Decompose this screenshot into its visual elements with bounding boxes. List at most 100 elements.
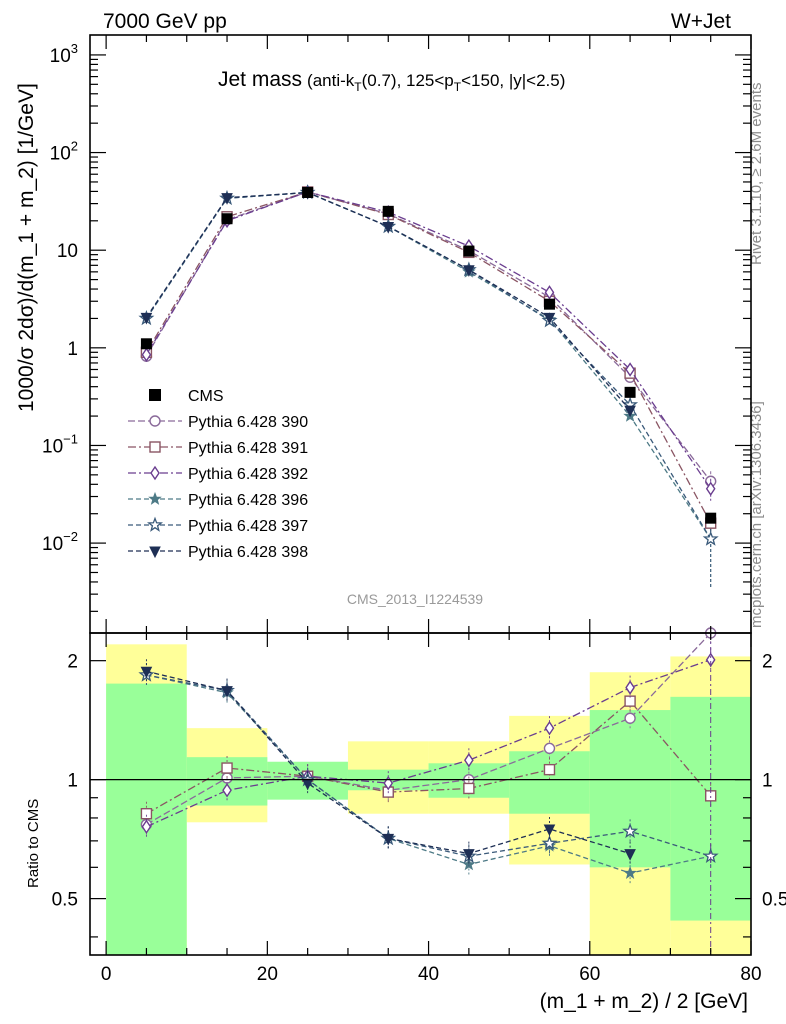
series-marker-4-7 (702, 530, 719, 546)
legend-marker-0 (149, 415, 161, 427)
y-tick-base: 10 (42, 534, 63, 555)
series-line-3 (145, 191, 712, 540)
ratio-uncertainty-bands (106, 644, 751, 955)
rivet-label: Rivet 3.1.10, ≥ 2.6M events (748, 83, 765, 266)
ratio-frame (89, 632, 752, 956)
legend-marker-2 (150, 465, 160, 481)
series-marker-2-7 (705, 481, 716, 497)
series-marker-2-0 (141, 347, 152, 362)
cms-point-5 (543, 298, 555, 310)
legend-marker-4 (147, 516, 163, 532)
series-line-0 (145, 191, 712, 482)
x-tick-label-80: 80 (740, 964, 761, 985)
ratio-marker-2-4 (464, 752, 474, 768)
y-tick-label-4: 10−1 (42, 431, 78, 457)
y-tick-base: 10 (50, 144, 71, 165)
cms-point-6 (624, 386, 636, 398)
x-tick-label-20: 20 (257, 964, 278, 985)
y-tick-label-3: 1 (67, 339, 78, 360)
ratio-axis-label: Ratio to CMS (25, 799, 42, 888)
green-band-5 (509, 751, 590, 814)
process-label: W+Jet (671, 10, 731, 33)
ratio-marker-5-0 (140, 666, 153, 679)
legend-label-4: Pythia 6.428 397 (188, 518, 308, 535)
series-marker-5-5 (543, 312, 556, 325)
cms-point-0 (140, 338, 152, 350)
source-label: mcplots.cern.ch [arXiv:1306.3436] (748, 401, 765, 628)
y-tick-exp: 2 (71, 139, 78, 154)
ratio-line-3 (146, 674, 711, 874)
legend: CMS Pythia 6.428 390 Pythia 6.428 391 Pythi… (128, 388, 308, 561)
ratio-tick-label-right-1: 1 (762, 771, 773, 792)
ratio-marker-0-5 (543, 742, 556, 755)
legend-marker-3 (148, 491, 162, 505)
x-axis-label: (m_1 + m_2) / 2 [GeV] (540, 990, 748, 1013)
legend-marker-1 (149, 441, 161, 453)
series-marker-5-4 (463, 265, 475, 277)
title-main: Jet mass (218, 68, 302, 91)
analysis-label: CMS_2013_I1224539 (347, 591, 483, 607)
ratio-line-1 (146, 700, 712, 815)
title-detail-sub: T (354, 80, 362, 94)
series-line-4 (145, 191, 712, 540)
ratio-marker-4-6 (622, 822, 639, 839)
ratio-marker-1-1 (221, 762, 233, 774)
cms-point-1 (221, 213, 233, 225)
legend-label-3: Pythia 6.428 396 (188, 492, 308, 509)
y-tick-base: 10 (42, 436, 63, 457)
ratio-marker-5-1 (221, 686, 233, 698)
ratio-tick-label-left-2: 0.5 (52, 890, 78, 911)
ratio-marker-3-6 (623, 865, 637, 879)
legend-label-1: Pythia 6.428 391 (188, 440, 308, 457)
series-line-1 (145, 191, 712, 524)
ratio-marker-2-5 (544, 720, 555, 736)
y-tick-label-5: 10−2 (42, 529, 78, 555)
x-tick-label-60: 60 (579, 964, 600, 985)
ratio-marker-4-5 (541, 834, 558, 851)
ratio-line-0 (146, 632, 712, 826)
y-tick-base: 10 (50, 46, 71, 67)
ratio-marker-5-6 (624, 849, 636, 861)
ratio-tick-label-right-2: 0.5 (762, 890, 786, 911)
ratio-marker-2-6 (625, 680, 635, 695)
title-detail-mid: (0.7), 125<p (362, 71, 454, 90)
y-tick-label-0: 103 (50, 41, 78, 67)
y-tick-label-2: 10 (57, 241, 78, 262)
legend-label-5: Pythia 6.428 398 (188, 544, 308, 561)
ratio-line-2 (146, 659, 711, 828)
ratio-marker-5-5 (543, 824, 556, 837)
green-band-6 (589, 710, 671, 868)
y-tick-exp: −2 (63, 529, 78, 544)
ratio-tick-label-left-0: 2 (67, 652, 78, 673)
legend-marker-cms (149, 389, 161, 401)
y-axis-label: 1000/σ 2dσ)/d(m_1 + m_2) [1/GeV] (15, 83, 38, 412)
y-tick-exp: 3 (71, 41, 78, 56)
ratio-marker-0-6 (624, 712, 636, 724)
series-marker-2-5 (544, 285, 555, 300)
ratio-marker-1-4 (463, 782, 475, 795)
series-marker-5-3 (382, 221, 395, 234)
cms-point-2 (302, 186, 314, 198)
cms-point-3 (382, 205, 394, 217)
ratio-marker-1-6 (624, 695, 636, 707)
ratio-marker-2-0 (141, 819, 152, 835)
x-tick-label-0: 0 (101, 964, 112, 985)
series-marker-5-6 (624, 405, 636, 418)
ratio-marker-1-5 (543, 763, 556, 776)
ratio-tick-label-left-1: 1 (67, 771, 78, 792)
x-tick-label-40: 40 (418, 964, 439, 985)
legend-label-cms: CMS (188, 388, 224, 405)
ratio-marker-5-4 (463, 849, 475, 861)
title-detail-prefix: (anti-k (307, 71, 355, 90)
series-marker-5-1 (221, 193, 233, 205)
plot-title: Jet mass (anti-kT(0.7), 125<pT<150, |y|<2… (218, 68, 565, 94)
ratio-tick-label-right-0: 2 (762, 652, 773, 673)
cms-point-7 (705, 512, 717, 524)
title-detail-mid-sub: T (454, 80, 462, 94)
ratio-marker-1-0 (140, 808, 153, 820)
y-tick-label-1: 102 (50, 139, 78, 165)
series-marker-5-0 (140, 312, 153, 325)
y-tick-exp: −1 (63, 431, 78, 446)
